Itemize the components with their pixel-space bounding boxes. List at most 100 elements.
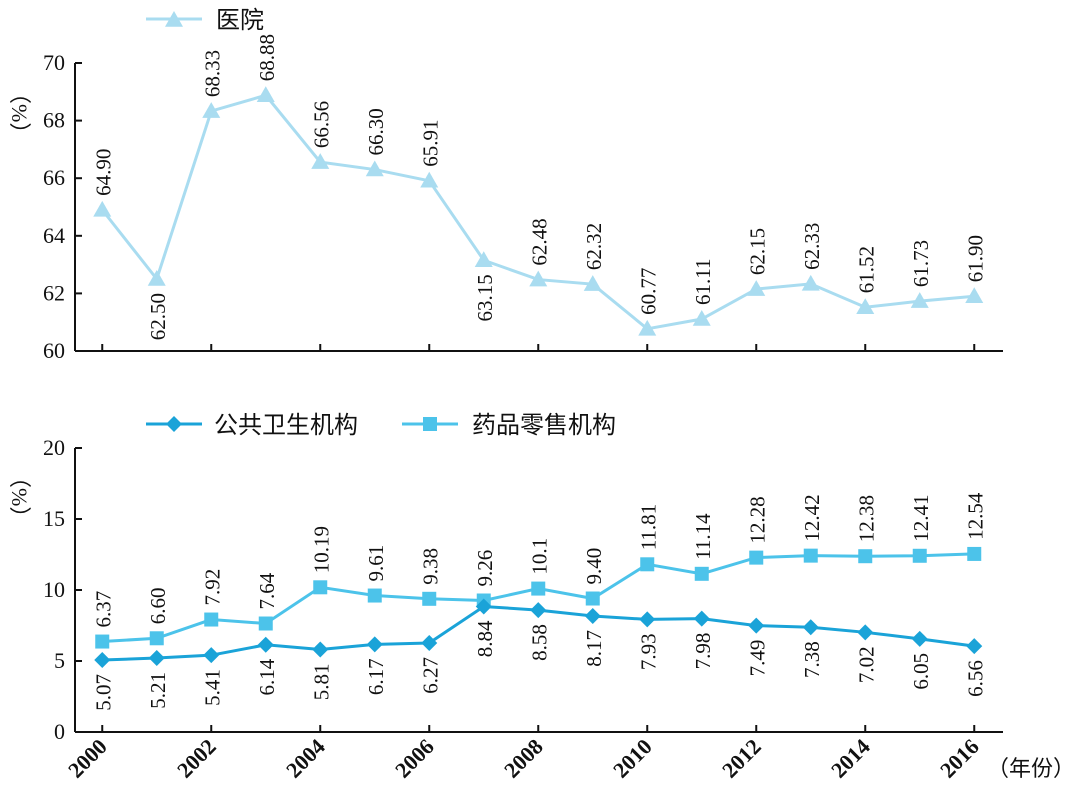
data-label-public-health: 6.05 [909, 653, 933, 690]
x-tick-label: 2006 [390, 734, 439, 783]
data-point-hospital [420, 171, 439, 188]
data-point-hospital [583, 275, 602, 291]
data-point-retail [640, 557, 655, 572]
data-point-retail [149, 631, 164, 646]
data-label-public-health: 6.56 [963, 660, 987, 697]
data-point-public-health [584, 607, 601, 624]
data-point-public-health [639, 611, 656, 628]
data-point-hospital [692, 310, 711, 326]
data-label-hospital: 61.52 [854, 246, 878, 293]
data-label-hospital: 60.77 [636, 268, 660, 315]
data-point-hospital [910, 292, 929, 308]
data-label-hospital: 62.48 [527, 218, 551, 265]
data-label-hospital: 68.88 [255, 34, 279, 81]
data-point-public-health [802, 619, 819, 636]
data-label-public-health: 7.49 [745, 640, 769, 677]
top-y-tick-label: 62 [43, 280, 65, 305]
data-point-retail [749, 550, 764, 565]
data-label-retail: 9.26 [473, 550, 497, 587]
data-point-public-health [857, 624, 874, 641]
data-point-public-health [530, 602, 547, 619]
data-label-retail: 12.42 [800, 494, 824, 541]
data-point-public-health [203, 647, 220, 664]
top-y-tick-label: 60 [43, 338, 65, 363]
data-label-retail: 11.81 [636, 504, 660, 550]
bottom-y-tick-label: 5 [54, 648, 65, 673]
bottom-y-tick-label: 0 [54, 719, 65, 744]
data-point-hospital [93, 200, 112, 217]
data-point-hospital [638, 319, 657, 336]
data-label-retail: 10.1 [527, 538, 551, 575]
data-label-retail: 9.38 [418, 548, 442, 585]
data-point-retail [694, 566, 709, 581]
data-point-public-health [257, 636, 274, 653]
data-point-public-health [94, 652, 111, 669]
data-label-hospital: 62.50 [146, 293, 170, 340]
data-label-public-health: 7.93 [636, 633, 660, 670]
data-label-hospital: 62.32 [582, 223, 606, 270]
data-label-hospital: 62.15 [745, 228, 769, 275]
data-point-retail [912, 548, 927, 563]
legend-label-retail: 药品零售机构 [472, 411, 616, 439]
top-y-tick-label: 66 [43, 165, 65, 190]
data-label-retail: 6.37 [91, 591, 115, 628]
data-label-hospital: 61.90 [963, 235, 987, 282]
data-point-hospital [256, 86, 275, 103]
data-label-retail: 10.19 [309, 526, 333, 573]
x-tick-label: 2008 [499, 734, 548, 783]
data-label-hospital: 65.91 [418, 120, 442, 167]
data-label-public-health: 5.21 [146, 672, 170, 709]
data-label-public-health: 6.17 [364, 658, 388, 695]
data-point-hospital [747, 280, 766, 296]
x-tick-label: 2014 [826, 734, 875, 783]
data-label-retail: 12.41 [909, 495, 933, 542]
data-point-hospital [529, 270, 548, 287]
data-label-public-health: 5.81 [309, 663, 333, 700]
data-point-public-health [966, 638, 983, 655]
data-label-public-health: 7.98 [691, 633, 715, 670]
data-point-public-health [148, 650, 165, 667]
x-tick-label: 2004 [281, 734, 330, 783]
x-axis-label: （年份） [987, 756, 1075, 781]
top-y-tick-label: 64 [43, 223, 65, 248]
data-label-hospital: 61.11 [691, 259, 715, 305]
x-tick-label: 2016 [935, 734, 984, 783]
legend-marker-retail [423, 417, 437, 431]
data-point-public-health [421, 634, 438, 651]
data-label-public-health: 5.41 [200, 669, 224, 706]
data-label-retail: 11.14 [691, 513, 715, 560]
data-point-hospital [147, 270, 166, 286]
data-point-retail [531, 581, 546, 596]
top-y-tick-label: 70 [43, 50, 65, 75]
data-label-hospital: 64.90 [91, 149, 115, 196]
bottom-y-axis-label: （%） [7, 466, 32, 528]
data-point-hospital [311, 153, 330, 169]
data-point-hospital [474, 251, 493, 268]
data-label-public-health: 5.07 [91, 674, 115, 711]
data-point-retail [422, 591, 437, 606]
data-point-retail [95, 634, 110, 649]
top-y-tick-label: 68 [43, 108, 65, 133]
data-label-retail: 7.92 [200, 569, 224, 606]
data-label-hospital: 61.73 [909, 240, 933, 287]
legend-label-hospital: 医院 [216, 6, 264, 34]
data-point-retail [313, 580, 328, 595]
data-point-public-health [693, 610, 710, 627]
data-label-public-health: 8.58 [527, 624, 551, 661]
bottom-y-tick-label: 20 [43, 435, 65, 460]
data-label-retail: 12.28 [745, 496, 769, 543]
data-label-public-health: 8.84 [473, 620, 497, 657]
data-point-retail [585, 591, 600, 606]
series-line-hospital [101, 93, 975, 331]
data-point-retail [858, 549, 873, 564]
legend-marker-hospital [165, 11, 183, 27]
data-point-public-health [366, 636, 383, 653]
x-tick-label: 2010 [608, 734, 657, 783]
data-point-retail [367, 588, 382, 603]
data-label-hospital: 63.15 [473, 274, 497, 321]
top-y-axis-label: （%） [7, 82, 32, 144]
data-label-public-health: 8.17 [582, 630, 606, 667]
legend-marker-public-health [166, 416, 182, 432]
data-label-retail: 12.38 [854, 495, 878, 542]
